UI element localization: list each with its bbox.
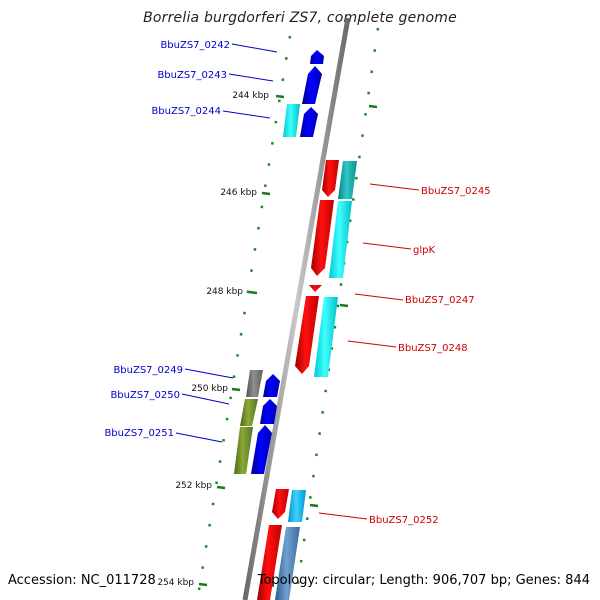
gene-arrow-glpk[interactable]	[311, 200, 334, 276]
gene-arrow-bbuzs7-0245[interactable]	[322, 160, 339, 197]
gene-arrow-bbuzs7-0249[interactable]	[263, 374, 280, 397]
gene-label-bbuzs7-0244[interactable]: BbuZS7_0244	[151, 106, 221, 117]
gene-label-bbuzs7-0247[interactable]: BbuZS7_0247	[405, 295, 475, 306]
gene-arrow-bbuzs7-0250[interactable]	[260, 399, 277, 424]
cds-bbuzs7-0245[interactable]	[338, 161, 357, 199]
kbp-label-252: 252 kbp	[175, 481, 212, 491]
gene-label-glpk[interactable]: glpK	[413, 245, 435, 256]
kbp-label-246: 246 kbp	[220, 188, 257, 198]
gene-label-bbuzs7-0250[interactable]: BbuZS7_0250	[110, 390, 180, 401]
kbp-label-248: 248 kbp	[206, 287, 243, 297]
gene-label-bbuzs7-0248[interactable]: BbuZS7_0248	[398, 343, 468, 354]
gene-label-bbuzs7-0249[interactable]: BbuZS7_0249	[113, 365, 183, 376]
map-title: Borrelia burgdorferi ZS7, complete genom…	[143, 10, 457, 26]
cds-bbuzs7-0250[interactable]	[240, 399, 258, 426]
gene-arrow-bbuzs7-0243[interactable]	[302, 66, 322, 104]
accession-text: Accession: NC_011728	[8, 573, 156, 588]
tick-244	[275, 94, 285, 99]
gene-arrow-bbuzs7-0251[interactable]	[251, 425, 272, 474]
kbp-label-250: 250 kbp	[191, 384, 228, 394]
scale-ticks	[198, 94, 378, 587]
forward-genes	[234, 50, 324, 474]
cds-bbuzs7-0249[interactable]	[246, 370, 263, 397]
gene-arrow-bbuzs7-0252[interactable]	[272, 489, 289, 519]
cds-bbuzs7-0248[interactable]	[314, 297, 338, 377]
gene-arrow-bbuzs7-0242[interactable]	[310, 50, 324, 64]
gene-label-bbuzs7-0243[interactable]: BbuZS7_0243	[157, 70, 227, 81]
gene-label-bbuzs7-0252[interactable]: BbuZS7_0252	[369, 515, 439, 526]
cds-glpk[interactable]	[329, 201, 352, 278]
tick-outer-b	[339, 303, 349, 308]
tick-250	[231, 387, 241, 392]
cds-next[interactable]	[275, 527, 300, 600]
gene-arrow-bbuzs7-0244[interactable]	[300, 107, 318, 137]
tick-248	[248, 290, 258, 295]
tick-outer-c	[309, 503, 319, 508]
cds-bbuzs7-0244[interactable]	[283, 104, 300, 137]
cds-bbuzs7-0251[interactable]	[234, 427, 253, 474]
kbp-label-254: 254 kbp	[157, 578, 194, 588]
gene-arrow-bbuzs7-0248[interactable]	[295, 296, 319, 374]
cds-bbuzs7-0252[interactable]	[288, 490, 306, 522]
gene-arrow-bbuzs7-0247[interactable]	[309, 285, 322, 292]
tick-254	[198, 582, 208, 587]
gene-arrow-next[interactable]	[257, 525, 282, 600]
tick-246	[261, 191, 271, 196]
gene-label-bbuzs7-0251[interactable]: BbuZS7_0251	[104, 428, 174, 439]
inner-dotted-ring	[197, 35, 292, 591]
tick-outer-a	[368, 104, 378, 109]
reverse-genes	[257, 160, 357, 600]
genome-backbone	[242, 17, 351, 600]
tick-252	[216, 485, 226, 490]
gene-label-bbuzs7-0245[interactable]: BbuZS7_0245	[421, 186, 491, 197]
topology-text: Topology: circular; Length: 906,707 bp; …	[257, 573, 590, 588]
label-leaders	[175, 43, 420, 520]
gene-label-bbuzs7-0242[interactable]: BbuZS7_0242	[160, 40, 230, 51]
outer-dotted-ring	[295, 27, 380, 591]
kbp-label-244: 244 kbp	[232, 91, 269, 101]
